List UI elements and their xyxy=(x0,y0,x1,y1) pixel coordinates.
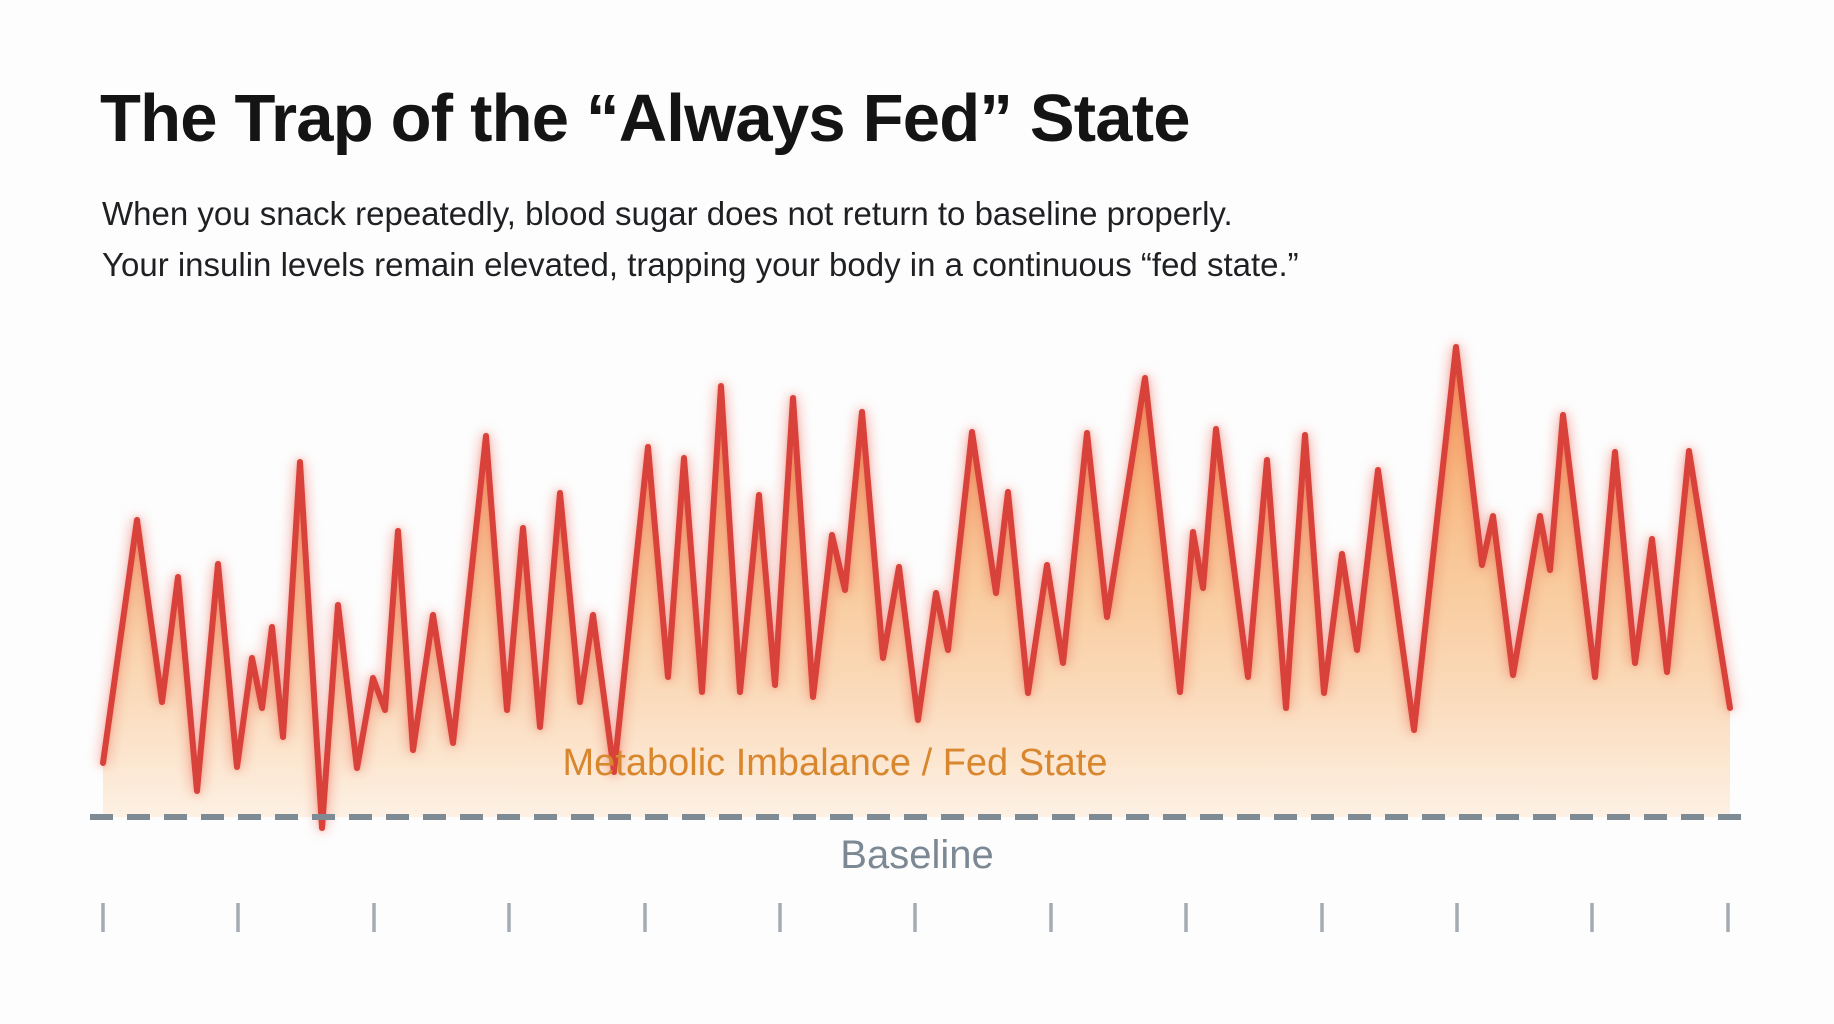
subtitle-line-1: When you snack repeatedly, blood sugar d… xyxy=(102,195,1233,232)
baseline-label: Baseline xyxy=(840,833,994,877)
subtitle-line-2: Your insulin levels remain elevated, tra… xyxy=(102,246,1299,283)
page-title: The Trap of the “Always Fed” State xyxy=(100,81,1190,156)
time-tick-marks xyxy=(101,903,1730,932)
page-subtitle: When you snack repeatedly, blood sugar d… xyxy=(102,188,1299,290)
glucose-spike-line xyxy=(100,344,1733,831)
fed-state-region-label: Metabolic Imbalance / Fed State xyxy=(562,742,1108,784)
